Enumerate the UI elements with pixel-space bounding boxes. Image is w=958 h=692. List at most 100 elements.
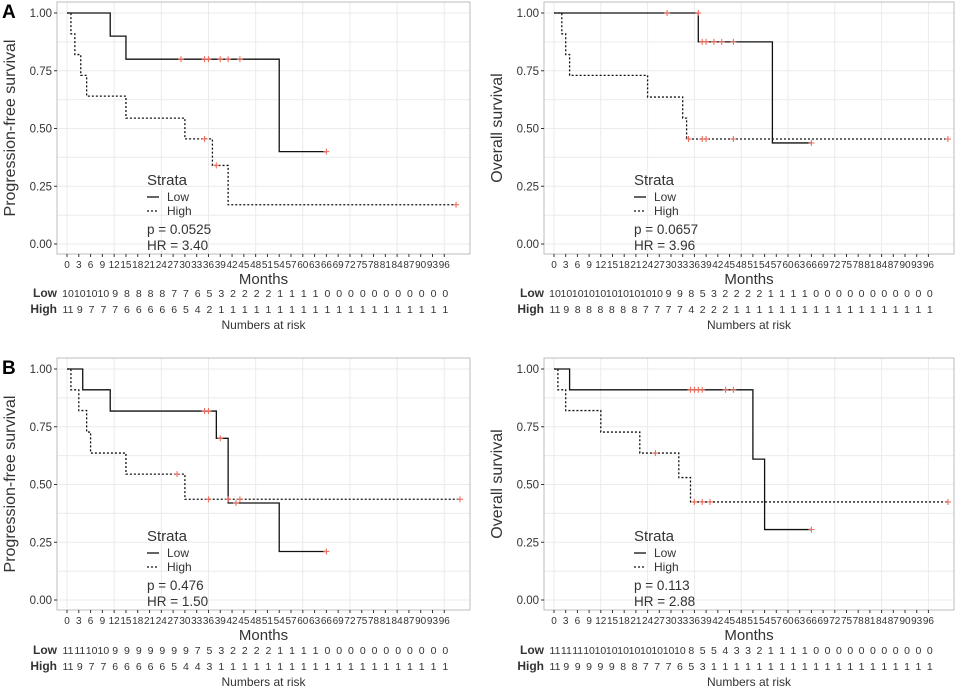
- risk-cell: 1: [802, 661, 808, 673]
- risk-cell: 1: [836, 661, 842, 673]
- risk-cell: 7: [643, 304, 649, 316]
- risk-cell: 1: [768, 645, 774, 657]
- x-tick-label: 12: [109, 260, 121, 271]
- x-tick-label: 3: [76, 260, 82, 271]
- x-tick-label: 87: [888, 260, 900, 271]
- y-tick-label: 1.00: [30, 8, 52, 20]
- risk-cell: 3: [711, 288, 717, 300]
- y-axis-title: Overall survival: [489, 429, 506, 538]
- risk-cell: 2: [254, 288, 260, 300]
- risk-cell: 6: [136, 661, 142, 673]
- x-tick-label: 60: [297, 260, 309, 271]
- risk-cell: 0: [395, 645, 401, 657]
- risk-cell: 5: [711, 645, 717, 657]
- risk-cell: 10: [629, 288, 641, 300]
- risk-cell: 1: [904, 661, 910, 673]
- risk-cell: 7: [89, 661, 95, 673]
- x-tick-label: 18: [619, 616, 631, 627]
- p-value: p = 0.113: [634, 578, 690, 593]
- risk-cell: 1: [431, 661, 437, 673]
- risk-cell: 10: [98, 645, 110, 657]
- risk-cell: 1: [313, 288, 319, 300]
- x-tick-label: 81: [380, 260, 392, 271]
- risk-cell: 1: [277, 645, 283, 657]
- risk-cell: 10: [651, 645, 663, 657]
- y-axis-title: Progression-free survival: [2, 40, 19, 217]
- risk-cell: 7: [195, 645, 201, 657]
- risk-row-label-low: Low: [33, 286, 58, 300]
- risk-cell: 2: [722, 288, 728, 300]
- x-tick-label: 33: [191, 616, 203, 627]
- risk-cell: 0: [372, 288, 378, 300]
- risk-cell: 7: [677, 304, 683, 316]
- x-tick-label: 15: [120, 616, 132, 627]
- x-tick-label: 90: [415, 260, 427, 271]
- risk-cell: 8: [620, 304, 626, 316]
- risk-cell: 4: [722, 645, 728, 657]
- risk-cell: 1: [242, 304, 248, 316]
- risk-cell: 7: [654, 304, 660, 316]
- risk-cell: 9: [677, 288, 683, 300]
- risk-cell: 2: [266, 645, 272, 657]
- risk-cell: 1: [756, 304, 762, 316]
- x-tick-label: 54: [759, 616, 771, 627]
- risk-cell: 6: [195, 288, 201, 300]
- risk-cell: 3: [207, 661, 213, 673]
- x-tick-label: 21: [630, 260, 642, 271]
- risk-cell: 2: [734, 288, 740, 300]
- x-tick-label: 12: [595, 616, 607, 627]
- grid: [57, 358, 470, 610]
- risk-cell: 7: [100, 304, 106, 316]
- risk-cell: 6: [148, 304, 154, 316]
- risk-cell: 1: [779, 661, 785, 673]
- risk-cell: 1: [277, 661, 283, 673]
- risk-cell: 1: [859, 304, 865, 316]
- x-tick-label: 9: [100, 616, 106, 627]
- x-tick-label: 63: [794, 616, 806, 627]
- risk-cell: 2: [756, 645, 762, 657]
- risk-cell: 1: [442, 304, 448, 316]
- risk-row-label-high: High: [517, 302, 544, 316]
- risk-cell: 0: [383, 288, 389, 300]
- risk-cell: 1: [313, 645, 319, 657]
- x-tick-label: 57: [771, 616, 783, 627]
- risk-cell: 4: [195, 304, 201, 316]
- x-tick-label: 57: [285, 616, 297, 627]
- x-tick-label: 51: [262, 616, 274, 627]
- risk-row-label-low: Low: [520, 286, 545, 300]
- x-tick-label: 75: [841, 616, 853, 627]
- x-tick-label: 15: [607, 260, 619, 271]
- x-tick-label: 27: [654, 616, 666, 627]
- risk-cell: 0: [836, 288, 842, 300]
- risk-cell: 0: [372, 645, 378, 657]
- survival-curve-high: [67, 368, 460, 500]
- risk-cell: 1: [254, 304, 260, 316]
- risk-cell: 1: [893, 304, 899, 316]
- x-tick-label: 69: [818, 260, 830, 271]
- risk-cell: 9: [77, 661, 83, 673]
- x-tick-label: 36: [203, 260, 215, 271]
- x-tick-label: 90: [899, 616, 911, 627]
- x-tick-label: 87: [403, 260, 415, 271]
- risk-cell: 2: [711, 304, 717, 316]
- risk-cell: 7: [643, 661, 649, 673]
- x-tick-label: 81: [864, 260, 876, 271]
- risk-cell: 1: [802, 288, 808, 300]
- x-tick-label: 84: [876, 260, 888, 271]
- risk-cell: 5: [700, 288, 706, 300]
- risk-cell: 1: [360, 304, 366, 316]
- risk-cell: 1: [756, 661, 762, 673]
- risk-cell: 7: [100, 661, 106, 673]
- risk-cell: 1: [266, 304, 272, 316]
- risk-cell: 1: [336, 661, 342, 673]
- risk-cell: 9: [77, 304, 83, 316]
- risk-cell: 9: [148, 645, 154, 657]
- risk-cell: 1: [218, 304, 224, 316]
- risk-cell: 2: [722, 304, 728, 316]
- risk-cell: 5: [700, 645, 706, 657]
- risk-cell: 1: [881, 304, 887, 316]
- x-tick-label: 3: [563, 616, 569, 627]
- y-tick-label: 0.00: [517, 239, 539, 251]
- risk-cell: 1: [734, 661, 740, 673]
- panel-letter-a: A: [2, 2, 16, 23]
